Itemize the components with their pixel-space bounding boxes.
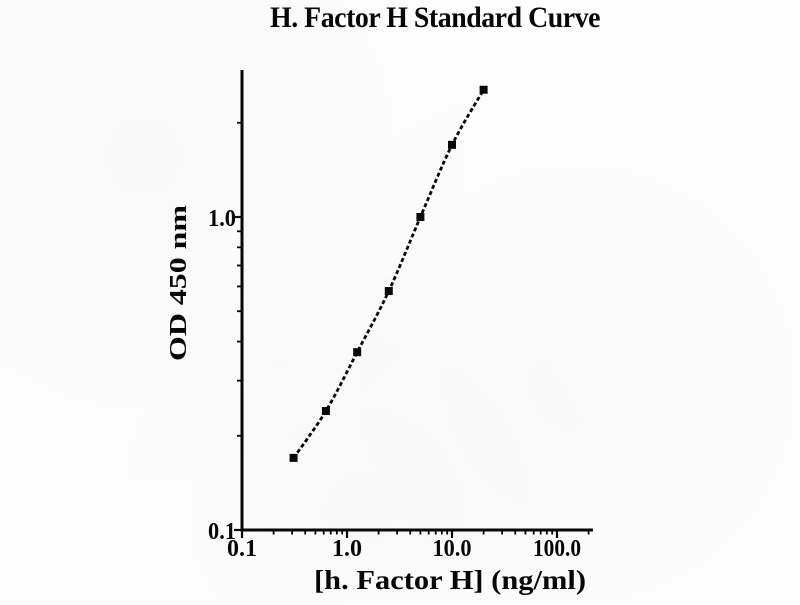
x-tick-label: 1.0 <box>332 536 362 562</box>
x-axis-label: [h. Factor H] (ng/ml) <box>314 565 586 595</box>
y-tick-label: 1.0 <box>208 206 236 232</box>
y-tick-label: 0.1 <box>208 519 236 545</box>
data-point-marker <box>416 213 425 221</box>
x-tick-label: 100.0 <box>533 536 581 562</box>
data-point-marker <box>321 406 330 415</box>
plot-area: 0.1 1.0 10.0 100.0 0.1 1.0 <box>208 69 593 562</box>
y-axis-label: OD 450 nm <box>166 205 192 361</box>
x-tick-label: 10.0 <box>433 536 472 562</box>
data-point-marker <box>448 140 456 149</box>
data-point-marker <box>353 348 362 357</box>
x-tick-label: 0.1 <box>227 536 257 562</box>
data-point-marker <box>479 85 488 94</box>
data-point-marker <box>289 453 298 462</box>
chart-title: H. Factor H Standard Curve <box>270 1 600 34</box>
data-point-marker <box>384 287 393 296</box>
